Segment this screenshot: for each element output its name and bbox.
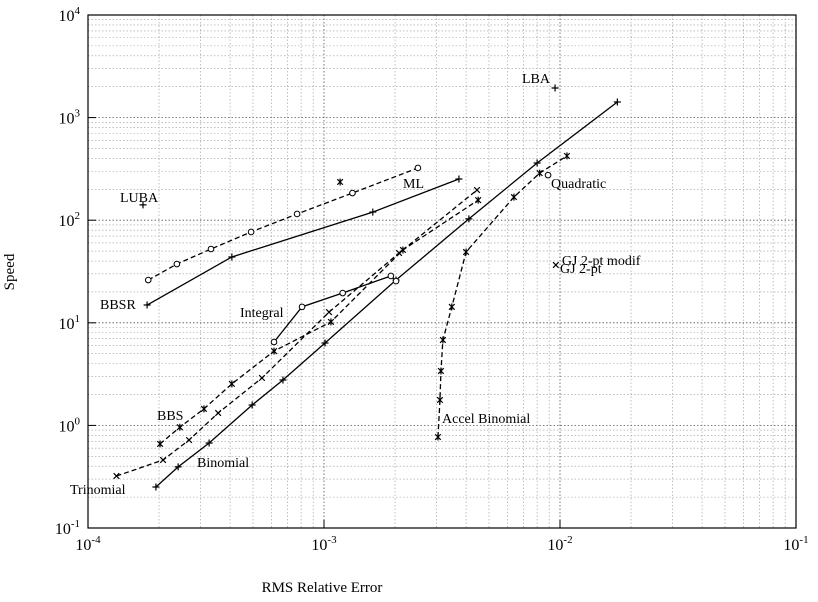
marker (533, 159, 541, 167)
marker (159, 456, 167, 464)
marker (387, 272, 395, 280)
series-label: LBA (522, 72, 551, 87)
marker (551, 84, 559, 92)
series-line (155, 101, 618, 488)
marker (437, 367, 445, 375)
marker (173, 260, 181, 268)
series-label: Accel Binomial (442, 412, 530, 427)
marker (321, 339, 329, 347)
marker (325, 308, 333, 316)
marker (156, 440, 164, 448)
series-line (147, 167, 419, 281)
marker (248, 401, 256, 409)
marker (228, 253, 236, 261)
x-tick-label: 10-3 (311, 534, 337, 554)
marker (143, 301, 151, 309)
marker (270, 338, 278, 346)
marker (205, 439, 213, 447)
marker (473, 186, 481, 194)
marker (336, 178, 344, 186)
marker (200, 405, 208, 413)
series-label: BBSR (100, 298, 136, 313)
x-axis-label: RMS Relative Error (262, 580, 383, 596)
y-tick-label: 101 (59, 313, 81, 333)
series-label: GJ 2-pt modif (562, 254, 641, 269)
marker (279, 376, 287, 384)
marker (298, 303, 306, 311)
marker (207, 245, 215, 253)
marker (139, 201, 147, 209)
marker (434, 433, 442, 441)
y-tick-label: 10-1 (55, 518, 80, 538)
marker (247, 228, 255, 236)
marker (293, 210, 301, 218)
marker (439, 336, 447, 344)
marker (392, 277, 400, 285)
marker (176, 423, 184, 431)
marker (369, 208, 377, 216)
series-label: Integral (240, 306, 284, 321)
marker (113, 472, 120, 480)
marker (544, 171, 552, 179)
marker (228, 380, 236, 388)
series-label: Trinomial (70, 483, 126, 498)
series-label: Binomial (197, 456, 249, 471)
marker (552, 261, 560, 269)
marker (339, 289, 346, 297)
marker (462, 248, 470, 256)
marker (436, 396, 444, 404)
y-tick-label: 100 (59, 415, 81, 435)
series-line (273, 275, 397, 343)
series-label: Quadratic (551, 177, 606, 192)
series-label: LUBA (120, 191, 159, 206)
marker (474, 196, 482, 204)
marker (174, 463, 182, 471)
series-line (437, 155, 568, 438)
series-label: ML (403, 177, 424, 192)
y-tick-label: 103 (59, 108, 81, 128)
marker (536, 169, 543, 177)
series-label: BBS (157, 409, 183, 424)
marker (510, 193, 518, 201)
series-line (116, 189, 478, 477)
marker (349, 189, 356, 197)
marker (455, 175, 463, 183)
y-tick-label: 104 (59, 5, 81, 25)
marker (465, 215, 473, 223)
x-tick-label: 10-2 (547, 534, 572, 554)
marker (414, 164, 422, 172)
marker (399, 246, 407, 254)
marker (563, 152, 571, 160)
x-tick-label: 10-4 (75, 534, 101, 554)
marker (448, 303, 456, 311)
plot-frame (87, 14, 797, 529)
series-line (159, 199, 479, 445)
series-line (146, 178, 460, 306)
series-label: GJ 2-pt (560, 262, 602, 277)
marker (152, 483, 160, 491)
x-tick-label: 10-1 (783, 534, 808, 554)
y-tick-label: 102 (59, 210, 81, 230)
marker (270, 347, 278, 355)
marker (613, 98, 621, 106)
marker (144, 276, 152, 284)
marker (327, 318, 335, 326)
marker (185, 436, 193, 444)
marker (214, 409, 222, 417)
marker (258, 374, 266, 382)
y-axis-label: Speed (2, 253, 18, 290)
